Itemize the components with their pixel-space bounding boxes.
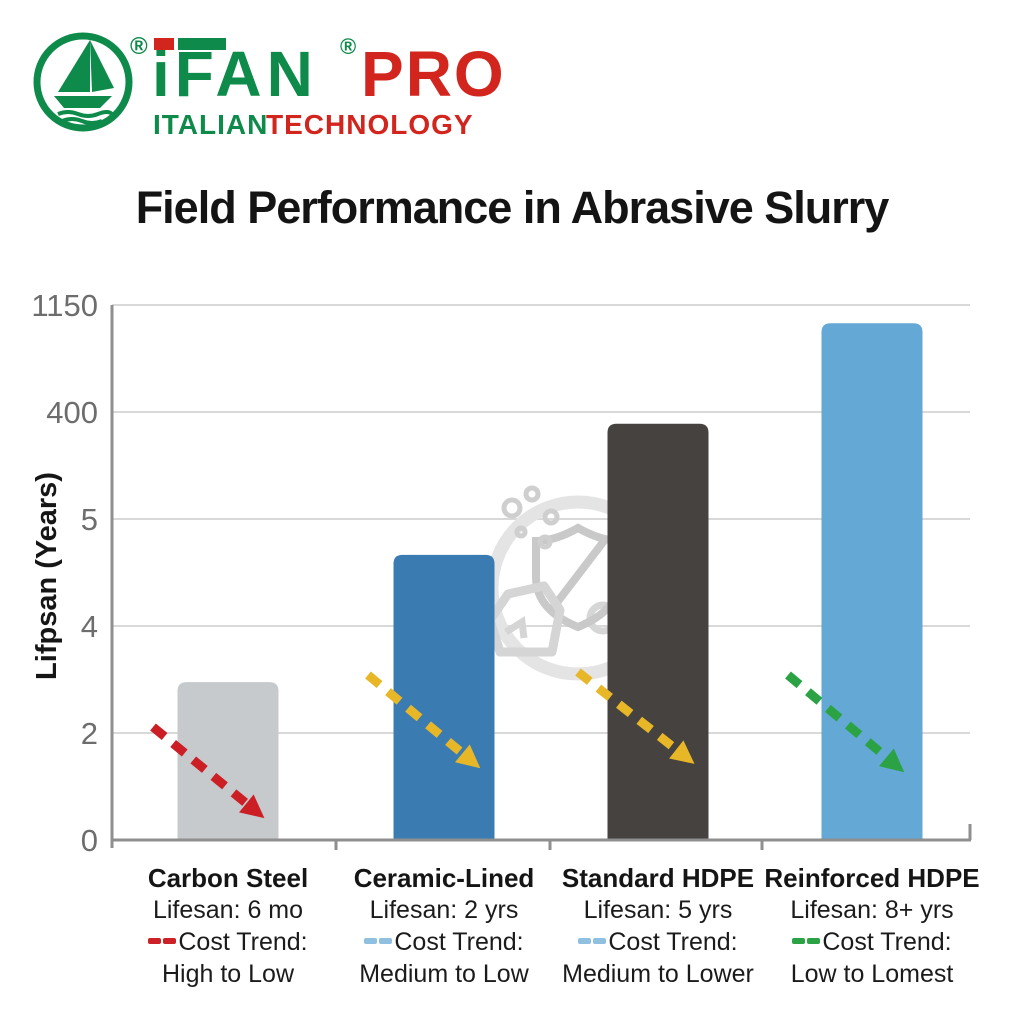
brand-logo: ® iFAN ® PRO ITALIAN TECHNOLOGY [33, 32, 506, 140]
trend-arrow [365, 671, 471, 762]
trend-dash-icon [593, 938, 607, 945]
trend-arrowhead [239, 794, 265, 819]
trend-dash-icon [379, 938, 393, 945]
column-reinforced-hdpe: Reinforced HDPE Lifesan: 8+ yrs Cost Tre… [759, 862, 985, 990]
icon-registered-mark: ® [130, 33, 148, 60]
bar-ceramic-lined [393, 554, 495, 840]
sailboat-logo-icon [33, 32, 133, 132]
brand-registered-mark: ® [340, 34, 356, 59]
trend-arrow [150, 723, 255, 812]
axes [110, 305, 972, 850]
lifespan-label: Lifesan: 2 yrs [369, 896, 519, 924]
trend-dash-icon [364, 938, 378, 945]
brand-accent-green [178, 38, 226, 50]
trend-dash-icon [807, 938, 821, 945]
cost-trend-value: Low to Lomest [790, 960, 954, 988]
category-label: Ceramic-Lined [353, 863, 535, 893]
y-tick-label: 400 [46, 395, 98, 430]
cost-trend-label: Cost Trend: [178, 928, 308, 956]
brand-name-red: PRO [361, 38, 506, 110]
y-tick-label: 0 [81, 823, 98, 858]
bar-chart: 1150 400 5 4 2 0 Lifpsan (Years) [31, 288, 972, 858]
cost-trend-value: High to Low [161, 960, 295, 988]
cost-trend-label: Cost Trend: [822, 928, 952, 956]
tagline-italian: ITALIAN [153, 109, 268, 140]
cost-trend-row: Cost Trend: [759, 926, 985, 958]
cost-trend-label: Cost Trend: [608, 928, 738, 956]
category-label: Reinforced HDPE [764, 863, 980, 893]
y-tick-label: 2 [81, 716, 98, 751]
cost-trend-value: Medium to Low [359, 960, 529, 988]
column-ceramic-lined: Ceramic-Lined Lifesan: 2 yrs Cost Trend:… [331, 862, 557, 990]
cost-trend-label: Cost Trend: [394, 928, 524, 956]
brand-wordmark: iFAN ® PRO [152, 34, 506, 110]
bars [177, 323, 923, 840]
trend-arrowhead [455, 744, 481, 769]
category-label: Standard HDPE [561, 863, 755, 893]
tagline-technology: TECHNOLOGY [266, 109, 474, 140]
cost-trend-row: Cost Trend: [331, 926, 557, 958]
bar-reinforced-hdpe [821, 323, 923, 840]
brand-accent-red [154, 38, 174, 50]
trend-arrow [575, 668, 685, 758]
y-tick-label: 5 [81, 502, 98, 537]
bar-standard-hdpe [607, 423, 709, 840]
brand-name-green: iFAN [152, 38, 318, 110]
cost-trend-value: Medium to Lower [562, 960, 754, 988]
trend-dash-icon [163, 938, 177, 945]
trend-arrow [785, 671, 895, 766]
y-axis-title: Lifpsan (Years) [31, 472, 63, 680]
y-tick-label: 4 [81, 609, 98, 644]
y-tick-label: 1150 [31, 288, 98, 323]
column-carbon-steel: Carbon Steel Lifesan: 6 mo Cost Trend: H… [115, 862, 341, 990]
trend-arrowhead [878, 748, 905, 773]
y-tick-labels: 1150 400 5 4 2 0 [31, 288, 98, 858]
chart-title: Field Performance in Abrasive Slurry [135, 182, 890, 233]
trend-dash-icon [148, 938, 162, 945]
lifespan-label: Lifesan: 5 yrs [583, 896, 733, 924]
brand-tagline: ITALIAN TECHNOLOGY [153, 109, 474, 140]
column-standard-hdpe: Standard HDPE Lifesan: 5 yrs Cost Trend:… [545, 862, 771, 990]
cost-trend-row: Cost Trend: [115, 926, 341, 958]
trend-dash-icon [792, 938, 806, 945]
cost-trend-row: Cost Trend: [545, 926, 771, 958]
lifespan-label: Lifesan: 8+ yrs [790, 896, 954, 924]
category-label: Carbon Steel [147, 863, 309, 893]
lifespan-label: Lifesan: 6 mo [152, 896, 304, 924]
trend-arrowhead [669, 740, 695, 764]
cost-trend-arrows [150, 668, 905, 819]
trend-dash-icon [578, 938, 592, 945]
